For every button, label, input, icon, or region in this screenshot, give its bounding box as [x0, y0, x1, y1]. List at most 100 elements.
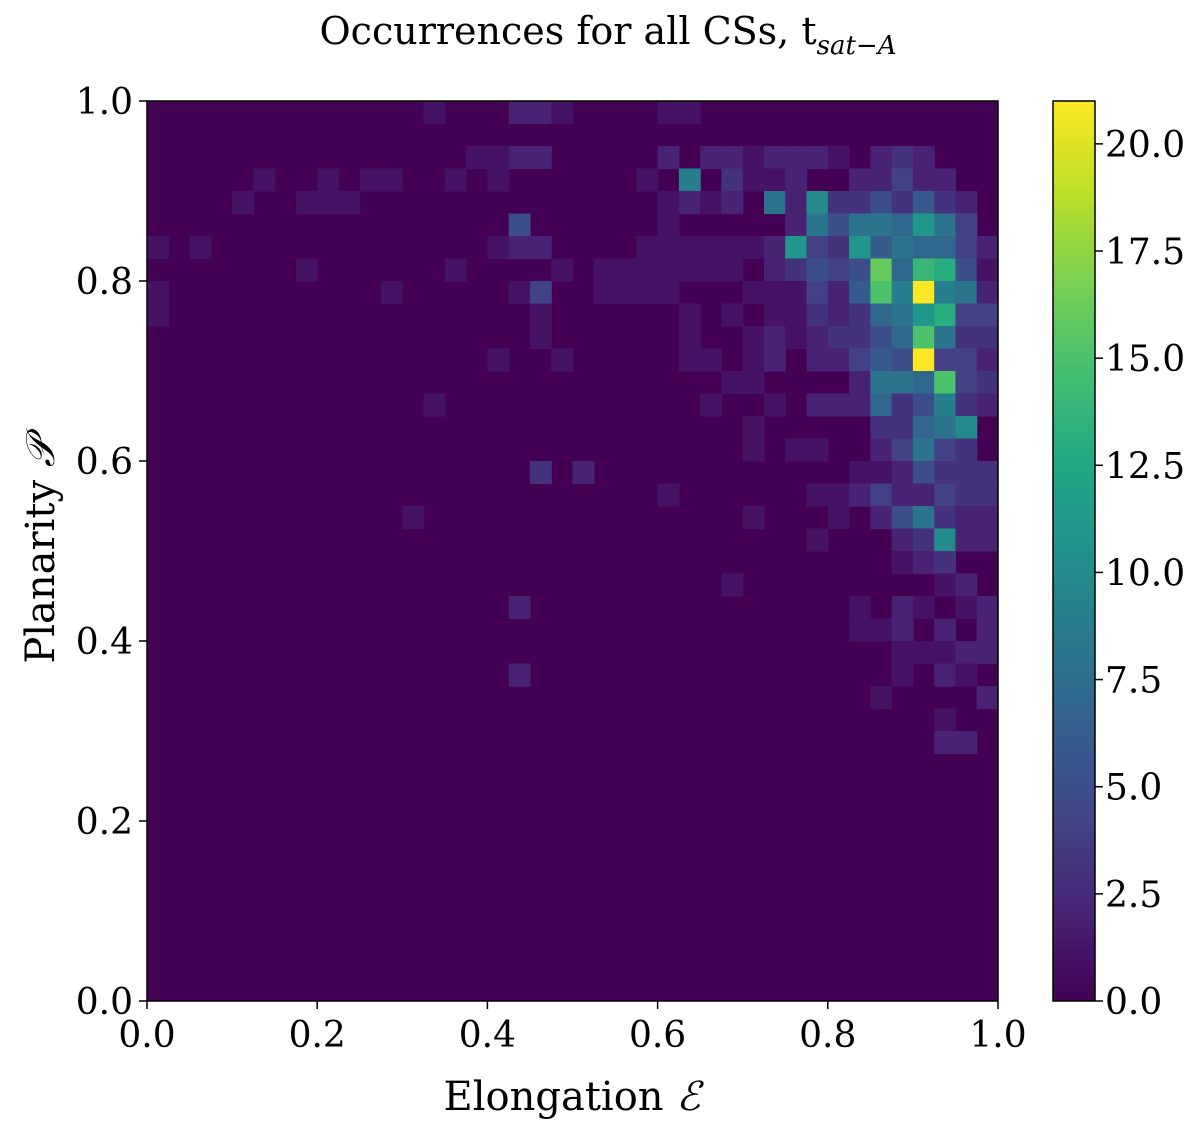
- heatmap-cell: [934, 213, 957, 237]
- heatmap-cell: [849, 303, 871, 327]
- heatmap-cell: [317, 168, 340, 192]
- heatmap-cell: [742, 146, 765, 170]
- heatmap-cell: [976, 596, 999, 620]
- heatmap-cell: [700, 146, 723, 170]
- heatmap-cell: [806, 258, 829, 282]
- heatmap-cell: [912, 326, 935, 350]
- heatmap-cell: [678, 168, 701, 192]
- heatmap-cell: [870, 506, 893, 530]
- heatmap-cell: [721, 146, 744, 170]
- heatmap-cell: [849, 393, 871, 417]
- heatmap-cell: [806, 303, 829, 327]
- colorbar-tick-label: 5.0: [1105, 768, 1162, 809]
- heatmap-cell: [870, 168, 893, 192]
- heatmap-cell: [955, 438, 978, 462]
- heatmap-cell: [572, 461, 595, 485]
- heatmap-cell: [508, 663, 531, 687]
- heatmap-cell: [827, 191, 850, 215]
- heatmap-cell: [870, 686, 893, 710]
- heatmap-cell: [423, 393, 446, 417]
- heatmap-cell: [381, 168, 403, 192]
- colorbar-tick-label: 7.5: [1105, 661, 1162, 702]
- heatmap-cell: [955, 416, 978, 440]
- heatmap-cell: [785, 258, 808, 282]
- heatmap-cell: [529, 101, 552, 125]
- heatmap-cell: [806, 146, 829, 170]
- heatmap-cell: [976, 326, 999, 350]
- x-tick-label: 1.0: [969, 1015, 1026, 1056]
- heatmap-cell: [763, 236, 786, 260]
- heatmap-cell: [849, 618, 871, 642]
- heatmap-cell: [849, 596, 871, 620]
- heatmap-cell: [700, 191, 723, 215]
- colorbar-tick-label: 20.0: [1105, 125, 1185, 166]
- heatmap-cell: [870, 303, 893, 327]
- colorbar-tick-label: 17.5: [1105, 232, 1185, 273]
- heatmap-cell: [721, 168, 744, 192]
- heatmap-cell: [891, 371, 914, 395]
- heatmap-cell: [870, 416, 893, 440]
- heatmap-cell: [976, 461, 999, 485]
- heatmap-cell: [891, 146, 914, 170]
- heatmap-cell: [870, 461, 893, 485]
- heatmap-cell: [912, 483, 935, 507]
- heatmap-cell: [742, 506, 765, 530]
- heatmap-cell: [657, 213, 680, 237]
- heatmap-cell: [721, 236, 744, 260]
- heatmap-cell: [870, 393, 893, 417]
- heatmap-cell: [955, 393, 978, 417]
- heatmap-cell: [402, 506, 425, 530]
- heatmap-cell: [891, 326, 914, 350]
- heatmap-cell: [742, 326, 765, 350]
- heatmap-cell: [827, 281, 850, 305]
- heatmap-cell: [912, 416, 935, 440]
- heatmap-cell: [827, 326, 850, 350]
- x-axis-label: Elongation ℰ: [444, 1074, 705, 1120]
- heatmap-cell: [763, 168, 786, 192]
- heatmap-cell: [891, 303, 914, 327]
- heatmap-cell: [508, 146, 531, 170]
- heatmap-cell: [912, 438, 935, 462]
- heatmap-cell: [763, 393, 786, 417]
- heatmap-cell: [763, 326, 786, 350]
- heatmap-cell: [444, 258, 467, 282]
- heatmap-cell: [657, 101, 680, 125]
- heatmap-cell: [785, 146, 808, 170]
- heatmap-cell: [976, 618, 999, 642]
- heatmap-cell: [657, 483, 680, 507]
- heatmap-cell: [912, 303, 935, 327]
- heatmap-cell: [891, 663, 914, 687]
- heatmap-cell: [934, 663, 957, 687]
- heatmap-cell: [487, 168, 510, 192]
- heatmap-cell: [742, 348, 765, 372]
- heatmap-cell: [785, 213, 808, 237]
- y-tick-label: 0.8: [76, 262, 133, 303]
- heatmap-cell: [955, 191, 978, 215]
- heatmap-cell: [976, 281, 999, 305]
- heatmap-cell: [827, 213, 850, 237]
- heatmap-cell: [955, 573, 978, 597]
- heatmap-cell: [934, 641, 957, 665]
- heatmap-cell: [912, 348, 935, 372]
- heatmap-cell: [763, 191, 786, 215]
- heatmap-cell: [529, 281, 552, 305]
- heatmap-cell: [976, 641, 999, 665]
- colorbar-gradient: [1052, 100, 1096, 1002]
- heatmap-cell: [934, 461, 957, 485]
- heatmap-cell: [721, 303, 744, 327]
- heatmap-cell: [934, 303, 957, 327]
- heatmap-cell: [785, 438, 808, 462]
- heatmap-cell: [827, 258, 850, 282]
- x-tick-label: 0.6: [629, 1015, 686, 1056]
- heatmap-cell: [891, 641, 914, 665]
- heatmap-cell: [763, 281, 786, 305]
- heatmap-cell: [338, 191, 361, 215]
- heatmap-cell: [934, 618, 957, 642]
- heatmap-cell: [891, 213, 914, 237]
- heatmap-cell: [955, 641, 978, 665]
- heatmap-cell: [806, 393, 829, 417]
- heatmap-cell: [806, 213, 829, 237]
- heatmap-cell: [976, 686, 999, 710]
- heatmap-cell: [934, 731, 957, 755]
- heatmap-cell: [508, 101, 531, 125]
